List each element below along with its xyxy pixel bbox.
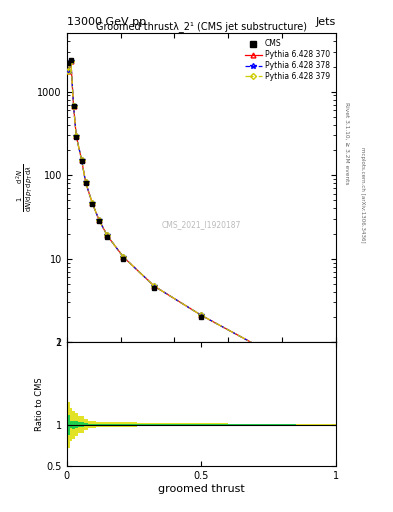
Text: Jets: Jets bbox=[316, 16, 336, 27]
Text: mcplots.cern.ch [arXiv:1306.3436]: mcplots.cern.ch [arXiv:1306.3436] bbox=[360, 147, 365, 242]
Text: CMS_2021_I1920187: CMS_2021_I1920187 bbox=[162, 220, 241, 229]
Text: 13000 GeV pp: 13000 GeV pp bbox=[67, 16, 146, 27]
Title: Groomed thrustλ_2¹ (CMS jet substructure): Groomed thrustλ_2¹ (CMS jet substructure… bbox=[96, 21, 307, 32]
Text: Rivet 3.1.10, ≥ 3.2M events: Rivet 3.1.10, ≥ 3.2M events bbox=[344, 102, 349, 185]
Legend: CMS, Pythia 6.428 370, Pythia 6.428 378, Pythia 6.428 379: CMS, Pythia 6.428 370, Pythia 6.428 378,… bbox=[242, 37, 332, 83]
Y-axis label: Ratio to CMS: Ratio to CMS bbox=[35, 377, 44, 431]
X-axis label: groomed thrust: groomed thrust bbox=[158, 483, 245, 494]
Y-axis label: $\frac{1}{\mathrm{d}N/\mathrm{d}p_T}\frac{\mathrm{d}^2N}{\mathrm{d}p_T\,\mathrm{: $\frac{1}{\mathrm{d}N/\mathrm{d}p_T}\fra… bbox=[14, 164, 35, 212]
